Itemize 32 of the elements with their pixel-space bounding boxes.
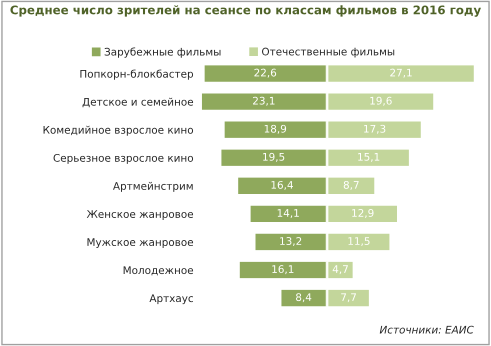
y-tick-label: Детское и семейное (82, 98, 194, 108)
data-label: 11,5 (348, 237, 370, 246)
data-label: 12,9 (352, 209, 374, 218)
data-label: 17,3 (364, 124, 386, 134)
data-label: 7,7 (341, 293, 356, 302)
y-tick-label: Женское жанровое (86, 210, 194, 220)
data-label: 19,6 (370, 96, 392, 106)
data-label: 13,2 (280, 237, 302, 246)
data-label: 15,1 (358, 153, 380, 162)
y-tick-label: Мужское жанровое (88, 238, 194, 248)
data-label: 4,7 (332, 265, 348, 274)
data-label: 14,1 (278, 209, 299, 218)
text: Источники: ЕАИС (380, 326, 474, 334)
data-label: 22,6 (254, 68, 276, 78)
bar (328, 260, 354, 280)
y-tick-label: Артхаус (149, 294, 193, 304)
chart-title: Среднее число зрителей на сеансе по классам фильмов в 2016 году (10, 5, 481, 17)
data-label: 23,1 (253, 96, 274, 106)
data-label: 16,1 (272, 265, 294, 274)
y-tick-label: Молодежное (124, 266, 194, 276)
data-label: 27,1 (390, 68, 412, 78)
data-label: 8,7 (344, 180, 359, 190)
y-tick-label: Попкорн-блокбастер (80, 70, 194, 80)
y-tick-label: Артмейнстрим (113, 182, 193, 192)
legend-label: Зарубежные фильмы (104, 47, 220, 58)
legend-label: Отечественные фильмы (262, 48, 394, 58)
data-label: 19,5 (263, 152, 284, 162)
data-label: 16,4 (272, 180, 293, 190)
data-label: 8,4 (296, 293, 312, 302)
y-tick-label: Серьезное взрослое кино (54, 154, 194, 164)
data-label: 18,9 (264, 124, 286, 134)
y-tick-label: Комедийное взрослое кино (44, 126, 194, 136)
